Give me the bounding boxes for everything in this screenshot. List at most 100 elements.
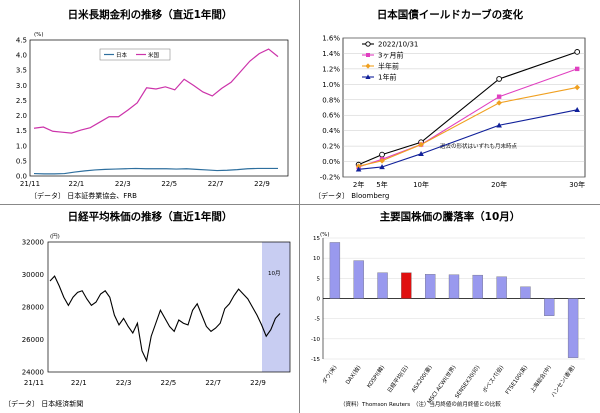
- y-tick-label: -10: [311, 337, 320, 343]
- data-point: [379, 164, 385, 170]
- legend-label: 半年前: [378, 62, 399, 71]
- horizontal-divider: [0, 204, 600, 205]
- bar-5: [448, 274, 460, 299]
- bar-2: [377, 272, 388, 299]
- bar-6: [472, 274, 483, 299]
- data-point: [496, 122, 502, 128]
- bar-3: [401, 272, 412, 299]
- x-tick-label: 22/5: [161, 379, 177, 387]
- y-tick-label: 0.0%: [322, 158, 340, 166]
- legend-label: 3ヶ月前: [378, 51, 403, 60]
- data-point: [379, 151, 385, 158]
- panel-title: 主要国株価の騰落率（10月）: [380, 210, 521, 223]
- world-stocks-panel: 主要国株価の騰落率（10月） (%) （資料）Thomson Reuters （…: [300, 205, 600, 413]
- data-point: [496, 76, 502, 82]
- legend-marker: [365, 74, 371, 79]
- y-tick-label: 30000: [22, 271, 44, 279]
- data-point: [574, 107, 580, 113]
- x-tick-label: 22/7: [208, 180, 224, 188]
- world-stocks-chart: 主要国株価の騰落率（10月） (%) （資料）Thomson Reuters （…: [311, 210, 585, 408]
- y-tick-label: 1.6%: [322, 35, 340, 43]
- y-unit-label: (%): [320, 232, 330, 238]
- series-line-japan: [33, 167, 278, 175]
- highlight-label: 10月: [268, 270, 281, 277]
- x-tick-label: 21/11: [24, 379, 44, 387]
- y-tick-label: 0.5: [16, 157, 27, 165]
- y-tick-label: 1.0: [16, 142, 27, 150]
- source-note: 〔データ〕 日本経済新聞: [4, 399, 83, 408]
- vertical-divider: [299, 0, 300, 413]
- bar-8: [520, 286, 531, 299]
- series-line-3: [358, 109, 578, 170]
- y-tick-label: 3.5: [16, 67, 27, 75]
- y-tick-label: 4.5: [16, 37, 27, 45]
- y-tick-label: 32000: [22, 239, 44, 247]
- y-tick-label: 1.0%: [322, 81, 340, 89]
- data-point: [496, 94, 502, 99]
- category-label: DAX(独): [343, 364, 362, 386]
- category-label: ボベスパ(伯): [480, 364, 505, 395]
- bar-1: [353, 260, 364, 299]
- bar-0: [329, 242, 341, 299]
- y-tick-label: 1.5: [16, 127, 27, 135]
- data-point: [574, 49, 581, 55]
- legend-box: [99, 48, 171, 61]
- legend-marker: [366, 53, 370, 57]
- series-line-1: [358, 68, 578, 168]
- category-label: ASX200(豪): [409, 364, 434, 394]
- y-tick-label: 2.5: [16, 97, 27, 105]
- y-tick-label: -15: [311, 357, 320, 363]
- jp-us-yield-chart: 日米長期金利の推移（直近1年間） (%) 〔データ〕 日本証券業協会、FRB 0…: [16, 8, 289, 200]
- category-label: KOSPI(韓): [365, 364, 386, 390]
- x-tick-label: 22/5: [161, 180, 177, 188]
- data-point: [355, 166, 362, 172]
- y-tick-label: 0.4%: [322, 127, 340, 135]
- panel-title: 日米長期金利の推移（直近1年間）: [68, 8, 233, 21]
- data-point: [574, 84, 580, 91]
- legend-label: 2022/10/31: [378, 41, 418, 49]
- x-tick-label: 21/11: [20, 180, 40, 188]
- y-tick-label: 2.0: [16, 112, 27, 120]
- legend-marker: [365, 41, 371, 47]
- source-note: （資料）Thomson Reuters （注）当月終値の前月終値との比較: [340, 400, 501, 408]
- data-point: [418, 151, 424, 157]
- bar-7: [496, 276, 507, 299]
- yield-curve-panel: 日本国債イールドカーブの変化 過去の形状はいずれも月末時点 〔データ〕 Bloo…: [300, 0, 600, 204]
- y-tick-label: 26000: [22, 336, 44, 344]
- category-label: ダウ(米): [320, 364, 338, 386]
- bar-10: [567, 298, 579, 358]
- y-tick-label: 1.2%: [322, 65, 340, 73]
- y-tick-label: 24000: [22, 369, 44, 377]
- y-tick-label: 28000: [22, 304, 44, 312]
- source-note: 〔データ〕 日本証券業協会、FRB: [30, 191, 137, 200]
- plot-frame: [29, 39, 289, 177]
- nikkei-chart: 日経平均株価の推移（直近1年間） (円) 〔データ〕 日本経済新聞 10月 240…: [4, 210, 291, 408]
- series-line-us: [33, 48, 279, 134]
- data-point: [574, 66, 580, 72]
- nikkei-line: [49, 275, 281, 363]
- category-label: FTSE100(英): [503, 364, 529, 396]
- y-tick-label: 4.0: [16, 52, 27, 60]
- y-tick-label: 0.0: [16, 173, 27, 181]
- x-tick-label: 22/1: [69, 180, 85, 188]
- series-line-2: [358, 86, 578, 167]
- data-point: [418, 141, 424, 148]
- yield-curve-chart: 日本国債イールドカーブの変化 過去の形状はいずれも月末時点 〔データ〕 Bloo…: [314, 8, 586, 200]
- y-tick-label: 0.2%: [322, 143, 340, 151]
- legend-marker: [365, 63, 371, 69]
- x-tick-label: 22/7: [205, 379, 221, 387]
- legend-label-us: 米国: [148, 51, 160, 59]
- y-tick-label: 15: [313, 236, 320, 242]
- category-label: 日経平均(日): [385, 364, 410, 395]
- category-label: SENSEX30(印): [454, 364, 482, 400]
- y-tick-label: 3.0: [16, 82, 27, 90]
- x-tick-label: 30年: [569, 180, 585, 189]
- x-tick-label: 22/3: [115, 180, 131, 188]
- y-tick-label: 0.8%: [322, 96, 340, 104]
- october-highlight: [262, 242, 290, 372]
- x-tick-label: 5年: [376, 180, 387, 189]
- category-label: 上海総合(中): [528, 364, 553, 395]
- plot-frame: [47, 241, 291, 373]
- legend-label: 1年前: [378, 73, 396, 82]
- jp-us-yield-panel: 日米長期金利の推移（直近1年間） (%) 〔データ〕 日本証券業協会、FRB 0…: [0, 0, 299, 204]
